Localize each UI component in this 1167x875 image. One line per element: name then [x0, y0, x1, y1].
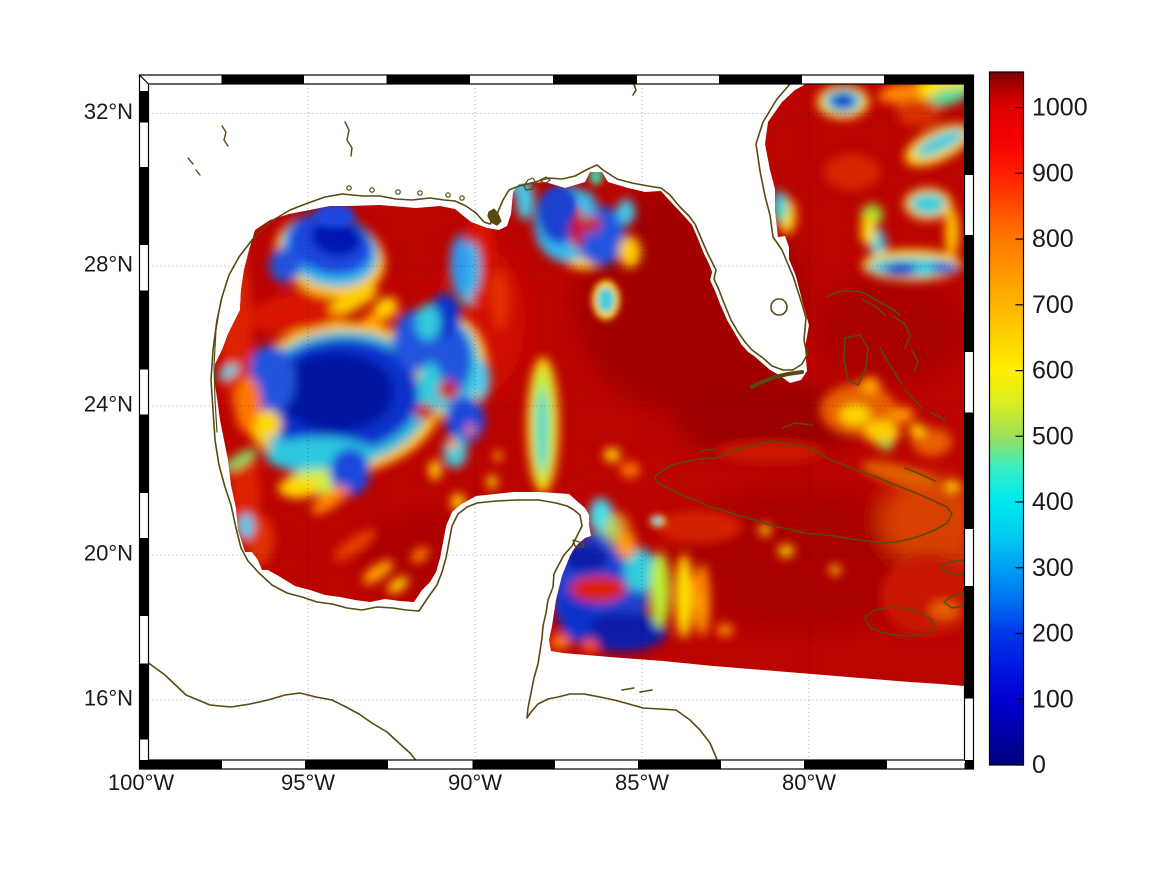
svg-text:500: 500 [1032, 422, 1074, 450]
svg-text:100: 100 [1032, 685, 1074, 713]
svg-text:20°N: 20°N [84, 541, 133, 566]
svg-text:200: 200 [1032, 620, 1074, 648]
svg-text:600: 600 [1032, 357, 1074, 385]
svg-text:32°N: 32°N [84, 99, 133, 124]
svg-text:80°W: 80°W [782, 770, 836, 795]
svg-text:1000: 1000 [1032, 94, 1088, 122]
svg-text:90°W: 90°W [448, 770, 502, 795]
svg-text:85°W: 85°W [615, 770, 669, 795]
svg-text:700: 700 [1032, 291, 1074, 319]
svg-text:95°W: 95°W [281, 770, 335, 795]
svg-text:800: 800 [1032, 225, 1074, 253]
svg-text:0: 0 [1032, 751, 1046, 779]
svg-text:900: 900 [1032, 159, 1074, 187]
svg-text:100°W: 100°W [108, 770, 175, 795]
svg-text:400: 400 [1032, 488, 1074, 516]
svg-text:28°N: 28°N [84, 252, 133, 277]
svg-text:24°N: 24°N [84, 392, 133, 417]
svg-text:16°N: 16°N [84, 686, 133, 711]
svg-text:300: 300 [1032, 554, 1074, 582]
